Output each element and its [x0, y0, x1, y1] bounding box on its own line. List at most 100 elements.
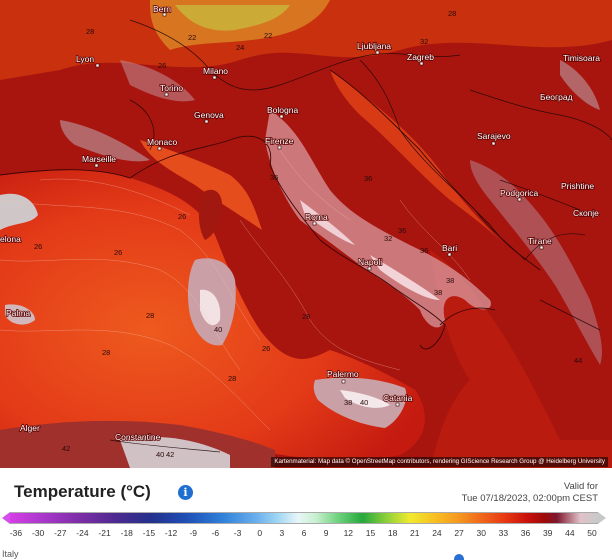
city-catania: Catania: [383, 393, 413, 403]
isotherm-label: 44: [574, 356, 582, 365]
isotherm-label: 34: [140, 433, 148, 442]
isotherm-label: 26: [114, 248, 122, 257]
isotherm-label: 28: [302, 312, 310, 321]
campania-peak: [370, 255, 440, 300]
scale-tick-label: -27: [54, 528, 67, 538]
isotherm-lines: [0, 149, 471, 431]
isotherm-label: 36: [420, 246, 428, 255]
isotherm-label: 38: [344, 398, 352, 407]
city-markers: [94, 12, 544, 407]
isotherm-label: 38: [446, 276, 454, 285]
city-bern: Bern: [153, 4, 171, 14]
city-sarajevo: Sarajevo: [477, 131, 511, 141]
scale-ticks: -36 -30 -27 -24 -21 -18 -15 -12 -9 -6 -3 0 3 6 9 12 15 18…: [10, 528, 598, 540]
scale-tick-label: 3: [279, 528, 285, 538]
city-roma: Roma: [305, 212, 328, 222]
isotherm-label: 22: [188, 33, 196, 42]
scale-max-arrow: [598, 512, 606, 524]
isotherm-label: 40: [360, 398, 368, 407]
scale-tick-label: 24: [432, 528, 442, 538]
city-milano: Milano: [203, 66, 228, 76]
city-labels: Bern Lyon Milano Torino Genova Monaco Ma…: [0, 3, 601, 443]
isotherm-label: 40: [156, 450, 164, 459]
color-scale: [2, 512, 606, 524]
city-monaco: Monaco: [147, 137, 178, 147]
isotherm-label: 26: [158, 61, 166, 70]
corsica: [198, 189, 222, 240]
isotherm-label: 24: [236, 43, 244, 52]
scale-tick-label: 18: [387, 528, 398, 538]
sardinia-peak: [200, 289, 221, 326]
isotherm-label: 32: [384, 234, 392, 243]
isotherm-labels: 28 26 26 26 28 28 28 26 40 36 36 38 38 3…: [34, 9, 582, 459]
isotherm-label: 28: [228, 374, 236, 383]
lazio-peak: [300, 200, 355, 245]
city-alger: Alger: [20, 423, 40, 433]
city-skopje: Скопје: [573, 208, 599, 218]
city-torino: Torino: [160, 83, 183, 93]
scale-tick-label: 6: [301, 528, 307, 538]
valid-label: Valid for: [563, 481, 598, 492]
isotherm-label: 26: [178, 212, 186, 221]
scale-tick-label: 21: [410, 528, 420, 538]
scale-tick-label: 15: [365, 528, 376, 538]
scale-tick-label: -12: [164, 528, 178, 538]
scale-tick-label: -9: [189, 528, 197, 538]
isotherm-label: 28: [102, 348, 110, 357]
scale-tick-label: 0: [257, 528, 263, 538]
temperature-map[interactable]: 28 26 26 26 28 28 28 26 40 36 36 38 38 3…: [0, 0, 612, 468]
mallorca: [5, 304, 35, 325]
scale-tick-label: 39: [542, 528, 553, 538]
city-zagreb: Zagreb: [407, 52, 434, 62]
scale-tick-label: 9: [323, 528, 329, 538]
isotherm-label: 36: [270, 173, 278, 182]
apennine-heat-zone: [265, 110, 491, 328]
city-bari: Bari: [442, 243, 457, 253]
city-lyon: Lyon: [76, 54, 94, 64]
info-icon[interactable]: i: [178, 485, 193, 500]
western-alps: [120, 60, 195, 102]
iberia-coast: [0, 193, 38, 230]
scale-tick-label: 44: [565, 528, 575, 538]
scale-tick-label: 12: [343, 528, 354, 538]
isotherm-label: 26: [34, 242, 42, 251]
scale-tick-label: 30: [476, 528, 486, 538]
ligurian-sea: [140, 140, 262, 230]
city-constantine: Constantine: [115, 432, 161, 442]
isotherm-label: 38: [434, 288, 442, 297]
valid-time-block: Valid for Tue 07/18/2023, 02:00pm CEST: [462, 481, 598, 505]
city-genova: Genova: [194, 110, 224, 120]
isotherm-label: 42: [62, 444, 70, 453]
scale-tick-label: -3: [233, 528, 242, 538]
scale-tick-label: -18: [120, 528, 133, 538]
isotherm-label: 32: [420, 37, 428, 46]
city-ljubljana: Ljubljana: [357, 41, 391, 51]
balkan-mountains: [470, 160, 602, 365]
isotherm-label: 28: [146, 311, 154, 320]
scale-tick-label: 33: [498, 528, 509, 538]
city-tirane: Tirane: [528, 236, 552, 246]
scale-tick-label: -36: [9, 528, 23, 538]
city-palermo: Palermo: [327, 369, 359, 379]
isotherm-label: 36: [364, 174, 372, 183]
country-label: Italy: [2, 549, 19, 559]
city-podgorica: Podgorica: [500, 188, 539, 198]
scale-tick-label: 36: [520, 528, 531, 538]
isotherm-label: 40: [214, 325, 222, 334]
scale-tick-label: -15: [142, 528, 156, 538]
provence-hills: [60, 120, 150, 162]
scale-tick-label: -21: [98, 528, 111, 538]
legend-panel: Temperature (°C) i Valid for Tue 07/18/2…: [0, 468, 612, 560]
sicily-peak: [340, 390, 390, 408]
scale-tick-label: 27: [454, 528, 464, 538]
isotherm-label: 36: [398, 226, 406, 235]
isotherm-label: 28: [448, 9, 456, 18]
isotherm-label: 28: [86, 27, 94, 36]
isotherm-label: 26: [262, 344, 270, 353]
scale-tick-label: -24: [76, 528, 89, 538]
city-bologna: Bologna: [267, 105, 298, 115]
legend-title: Temperature (°C): [14, 482, 151, 501]
map-attribution: Kartenmaterial: Map data © OpenStreetMap…: [271, 457, 608, 467]
city-firenze: Firenze: [265, 136, 294, 146]
city-napoli: Napoli: [358, 257, 382, 267]
